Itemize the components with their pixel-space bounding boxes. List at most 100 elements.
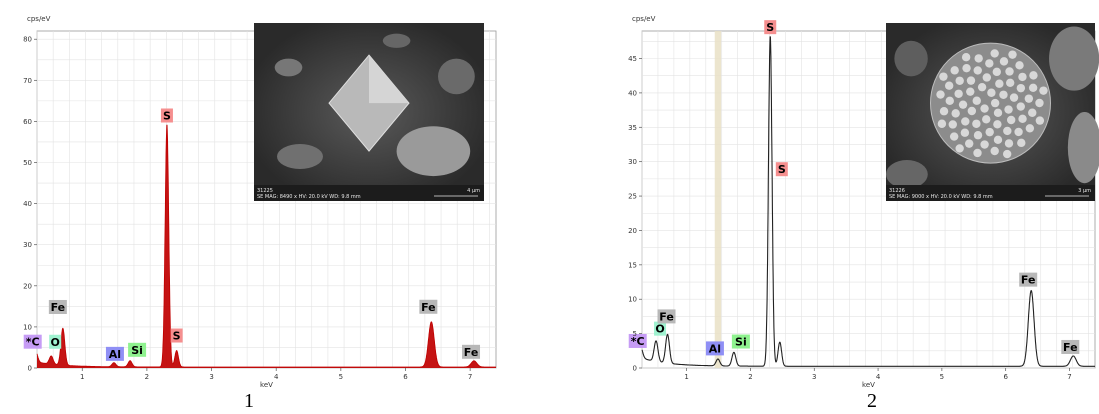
framboid-grain — [1004, 139, 1014, 148]
framboid-grain — [992, 67, 1002, 77]
peak-label-badge — [49, 334, 62, 349]
framboid-grain — [999, 90, 1008, 99]
framboid-grain — [939, 72, 948, 81]
y-tick-label: 10 — [628, 296, 637, 304]
peak-label-badge — [23, 334, 42, 349]
x-tick-label: 5 — [940, 373, 944, 381]
framboid-grain — [1028, 108, 1037, 117]
x-tick-label: 2 — [145, 373, 149, 381]
framboid-grain — [948, 120, 957, 129]
y-tick-label: 35 — [628, 124, 637, 132]
inset-scale-text: 3 µm — [1078, 188, 1091, 194]
peak-o: O — [654, 321, 667, 336]
peak-label-badge — [105, 346, 124, 361]
framboid-grain — [965, 139, 974, 148]
peak-si: Si — [128, 342, 147, 357]
inset-particle — [396, 126, 471, 177]
inset-particle — [382, 33, 411, 48]
peak-label: Fe — [1063, 341, 1078, 354]
peak-s: S — [170, 328, 183, 343]
x-tick-label: 3 — [812, 373, 816, 381]
framboid-grain — [993, 135, 1003, 145]
x-tick-label: 4 — [876, 373, 881, 381]
framboid-grain — [973, 148, 982, 158]
spectrum-line — [36, 124, 496, 368]
framboid-grain — [1014, 127, 1023, 137]
framboid-grain — [961, 117, 970, 126]
peak-o: O — [49, 334, 62, 349]
framboid-grain — [1003, 126, 1012, 136]
y-tick-label: 0 — [28, 365, 32, 373]
inset-particle — [894, 40, 928, 77]
x-tick-label: 2 — [748, 373, 752, 381]
peak-label-badge — [654, 321, 667, 336]
framboid-grain — [944, 81, 954, 90]
framboid-grain — [974, 54, 983, 63]
framboid-grain — [982, 73, 992, 82]
peak-si: Si — [731, 334, 750, 349]
peak-label: Si — [131, 344, 143, 357]
x-axis-title: keV — [862, 381, 875, 389]
peak-label-badge — [48, 299, 67, 314]
inset-caption-bar — [886, 185, 1095, 201]
framboid-grain — [990, 49, 999, 58]
inset-particle — [1049, 26, 1099, 91]
peak-label: S — [778, 163, 786, 176]
inset-caption-id: 31226 — [889, 188, 905, 194]
framboid-grain — [1017, 138, 1026, 148]
framboid-grain — [995, 79, 1004, 88]
y-tick-label: 25 — [628, 193, 637, 201]
framboid-grain — [955, 144, 964, 153]
peak-label-badge — [764, 20, 777, 35]
framboid-grain — [949, 132, 959, 141]
y-tick-label: 40 — [23, 200, 32, 208]
framboid-grain — [985, 59, 994, 68]
peak-label: S — [173, 330, 181, 343]
framboid-grain — [1016, 102, 1025, 111]
x-tick-label: 4 — [274, 373, 279, 381]
peak-label-badge — [419, 299, 438, 314]
framboid-grain — [954, 89, 963, 98]
peak-label-badge — [128, 342, 147, 357]
peak-label: O — [51, 336, 60, 349]
y-tick-label: 80 — [23, 36, 32, 44]
peak-label: Si — [735, 336, 747, 349]
peak-label: *C — [631, 335, 645, 348]
inset-particle — [886, 160, 928, 189]
framboid-grain — [1005, 78, 1015, 88]
framboid-grain — [1035, 98, 1044, 108]
framboid-grain — [972, 96, 981, 105]
inset-caption-id: 31225 — [257, 188, 273, 194]
framboid-grain — [966, 87, 975, 96]
peak-label-badge — [462, 344, 481, 359]
framboid-grain — [967, 106, 977, 116]
framboid-grain — [1006, 115, 1016, 125]
x-tick-label: 7 — [1067, 373, 1071, 381]
peak-s: S — [775, 162, 788, 177]
crystal-facet — [369, 55, 409, 104]
inset-particle — [274, 58, 303, 77]
y-tick-label: 10 — [23, 323, 32, 331]
peak-label-badge — [1019, 272, 1038, 287]
peak-label-badge — [170, 328, 183, 343]
x-tick-label: 5 — [339, 373, 343, 381]
framboid-grain — [1035, 116, 1045, 125]
y-tick-label: 40 — [628, 89, 637, 97]
peak-label: Fe — [464, 346, 479, 359]
framboid-grain — [980, 140, 989, 149]
y-axis-title: cps/eV — [632, 15, 656, 23]
framboid-grain — [961, 52, 971, 62]
peak-fe: Fe — [48, 299, 67, 314]
framboid-grain — [1018, 72, 1027, 82]
x-tick-label: 6 — [1003, 373, 1008, 381]
peak-label: S — [766, 21, 774, 34]
peak-label-badge — [705, 341, 724, 356]
x-axis-title: keV — [260, 381, 273, 389]
inset-caption-bar — [254, 185, 484, 201]
y-tick-label: 20 — [628, 227, 637, 235]
peak-label-badge — [160, 108, 173, 123]
